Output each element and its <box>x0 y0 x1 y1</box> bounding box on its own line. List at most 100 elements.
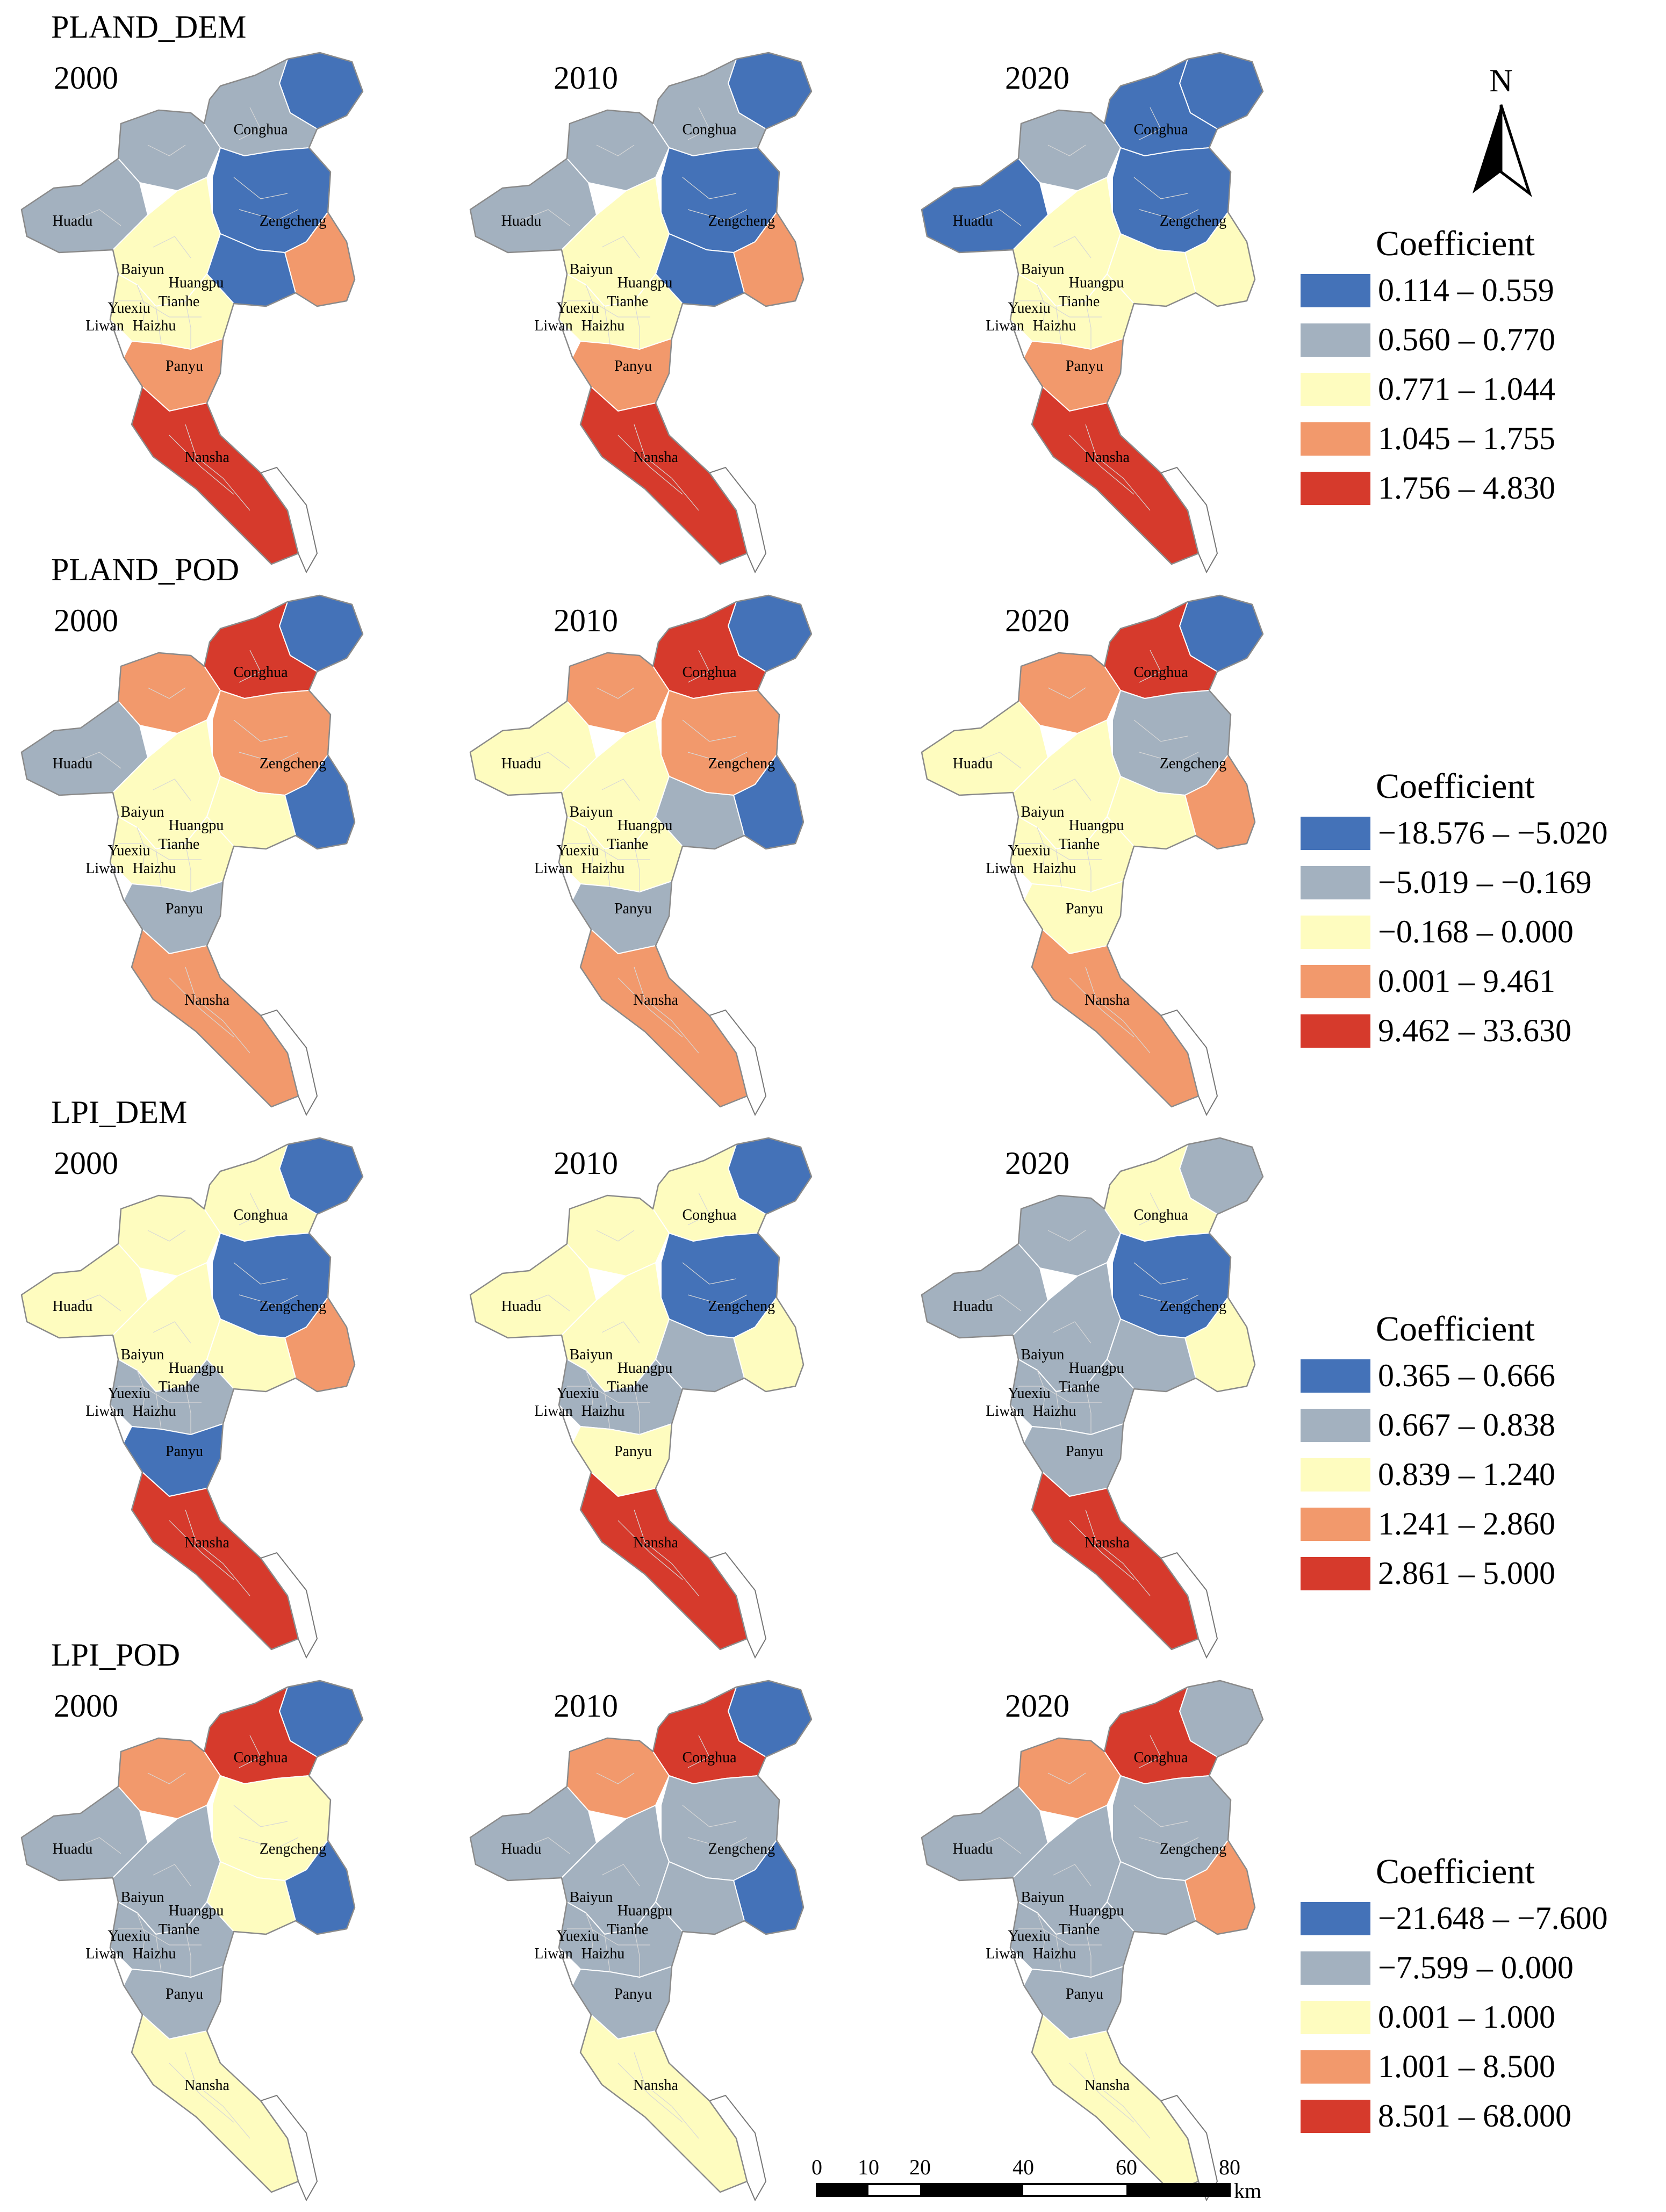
subdistrict-boundary <box>1133 177 1188 199</box>
subdistrict-boundary <box>185 424 250 511</box>
district-label-liwan: Liwan <box>85 1403 124 1420</box>
subdistrict-boundary <box>1069 435 1134 495</box>
district-label-huadu: Huadu <box>53 1841 93 1857</box>
north-arrow: N <box>1473 63 1532 197</box>
subdistrict-boundary <box>617 1520 683 1580</box>
subdistrict-boundary <box>72 1837 121 1854</box>
district-label-haizhu: Haizhu <box>581 1946 625 1962</box>
year-label-2020: 2020 <box>1005 603 1069 638</box>
subdistrict-boundary <box>155 848 162 887</box>
city-boundary <box>469 52 813 565</box>
district-label-yuexiu: Yuexiu <box>556 842 599 859</box>
district-label-huadu: Huadu <box>501 1841 542 1857</box>
subdistrict-boundary <box>596 1230 635 1242</box>
district-label-nansha: Nansha <box>1085 2077 1130 2094</box>
subdistrict-boundary <box>72 209 121 226</box>
subdistrict-boundary <box>521 1837 570 1854</box>
north-arrow-label: N <box>1489 63 1512 98</box>
subdistrict-boundary <box>972 209 1022 226</box>
district-label-nansha: Nansha <box>184 2077 230 2094</box>
year-label-2010: 2010 <box>554 1145 618 1181</box>
legend-title: Coefficient <box>1376 1309 1535 1349</box>
year-label-2000: 2000 <box>54 603 118 638</box>
subdistrict-boundary <box>567 300 650 318</box>
scale-unit: km <box>1234 2179 1261 2203</box>
legend-swatch <box>1301 274 1370 307</box>
subdistrict-boundary <box>72 752 121 769</box>
district-label-tianhe: Tianhe <box>1059 836 1100 853</box>
scale-bar-segment <box>817 2184 868 2196</box>
legend-label: 0.114 – 0.559 <box>1378 272 1554 308</box>
subdistrict-boundary <box>118 300 202 318</box>
year-label-2010: 2010 <box>554 603 618 638</box>
city-boundary <box>469 1137 813 1651</box>
district-label-baiyun: Baiyun <box>570 804 613 820</box>
subdistrict-boundary <box>239 1837 299 1849</box>
district-label-huadu: Huadu <box>53 213 93 229</box>
subdistrict-boundary <box>687 1837 748 1849</box>
subdistrict-boundary <box>1139 1735 1161 1768</box>
district-label-conghua: Conghua <box>233 121 288 138</box>
district-label-conghua: Conghua <box>682 664 737 681</box>
row-title-pland-pod: PLAND_POD <box>51 552 239 587</box>
legend-lpi-pod: Coefficient −21.648 – −7.600 −7.599 – 0.00… <box>1301 1852 1608 2134</box>
subdistrict-boundary <box>1085 1386 1091 1435</box>
district-label-haizhu: Haizhu <box>581 318 625 334</box>
legend-title: Coefficient <box>1376 1852 1535 1891</box>
district-label-baiyun: Baiyun <box>570 261 613 278</box>
subdistrict-boundary <box>596 1773 635 1784</box>
subdistrict-boundary <box>1055 1391 1062 1430</box>
district-label-liwan: Liwan <box>986 1403 1024 1420</box>
legend-label: −18.576 – −5.020 <box>1378 815 1608 851</box>
subdistrict-boundary <box>1047 687 1086 699</box>
legend-label: 0.001 – 1.000 <box>1378 1999 1555 2035</box>
year-label-2020: 2020 <box>1005 1145 1069 1181</box>
district-label-huadu: Huadu <box>953 213 993 229</box>
district-label-huangpu: Huangpu <box>169 275 224 291</box>
subdistrict-boundary <box>155 1934 162 1972</box>
district-label-yuexiu: Yuexiu <box>556 1928 599 1944</box>
legend-swatch <box>1301 422 1370 456</box>
subdistrict-boundary <box>137 827 146 871</box>
district-label-baiyun: Baiyun <box>121 804 164 820</box>
subdistrict-boundary <box>585 284 594 328</box>
subdistrict-boundary <box>1055 1934 1062 1972</box>
subdistrict-boundary <box>585 1370 594 1414</box>
legend-label: 1.045 – 1.755 <box>1378 421 1555 456</box>
subdistrict-boundary <box>1069 977 1134 1037</box>
district-label-panyu: Panyu <box>1066 358 1103 374</box>
district-label-nansha: Nansha <box>1085 449 1130 466</box>
legend-swatch <box>1301 2050 1370 2084</box>
legend-swatch <box>1301 2100 1370 2133</box>
district-label-zengcheng: Zengcheng <box>1160 213 1226 229</box>
district-label-haizhu: Haizhu <box>133 1403 176 1420</box>
district-label-yuexiu: Yuexiu <box>1008 1928 1050 1944</box>
district-label-huadu: Huadu <box>953 1298 993 1315</box>
subdistrict-boundary <box>239 752 299 763</box>
district-label-conghua: Conghua <box>1133 1749 1188 1766</box>
subdistrict-boundary <box>169 1520 234 1580</box>
legend-swatch <box>1301 1409 1370 1442</box>
subdistrict-boundary <box>155 1391 162 1430</box>
subdistrict-boundary <box>1037 284 1046 328</box>
legend-swatch <box>1301 1458 1370 1492</box>
subdistrict-boundary <box>634 967 699 1054</box>
map-lpi-pod-2000: Conghua Huadu Zengcheng Baiyun Huangpu Tianhe… <box>20 1680 364 2202</box>
legend-swatch <box>1301 1951 1370 1985</box>
legend-label: 2.861 – 5.000 <box>1378 1555 1555 1591</box>
district-label-conghua: Conghua <box>682 1749 737 1766</box>
legend-swatch <box>1301 1359 1370 1393</box>
subdistrict-boundary <box>634 1928 640 1977</box>
district-label-huangpu: Huangpu <box>169 1360 224 1377</box>
subdistrict-boundary <box>239 650 261 683</box>
year-label-2000: 2000 <box>54 60 118 96</box>
subdistrict-boundary <box>634 2052 699 2139</box>
district-label-panyu: Panyu <box>614 358 652 374</box>
subdistrict-boundary <box>1139 752 1199 763</box>
district-label-huadu: Huadu <box>53 755 93 772</box>
